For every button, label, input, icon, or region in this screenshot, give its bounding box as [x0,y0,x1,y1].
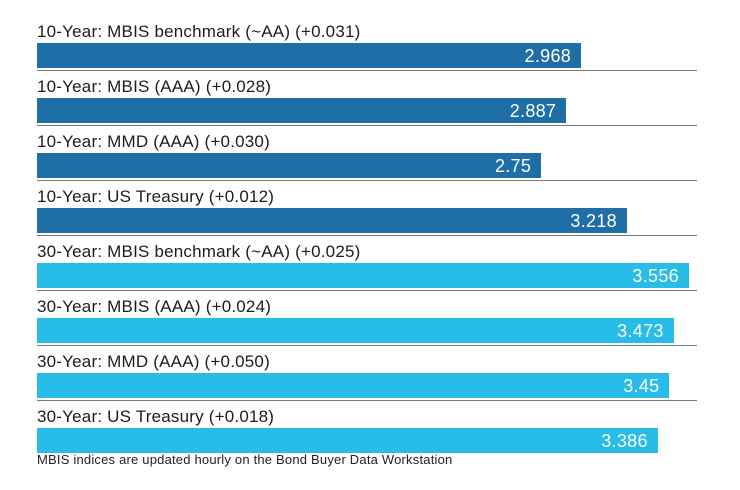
row-separator [37,125,697,126]
chart-row: 10-Year: MMD (AAA) (+0.030) 2.75 [37,132,697,181]
bar: 2.968 [37,43,582,68]
bar: 3.218 [37,208,627,233]
chart-row: 30-Year: MBIS (AAA) (+0.024) 3.473 [37,297,697,346]
bar-value-label: 2.75 [494,155,532,176]
bar-label: 10-Year: MBIS (AAA) (+0.028) [37,77,272,96]
bar-value-label: 2.968 [524,45,572,66]
bar-value-label: 2.887 [509,100,557,121]
row-separator [37,290,697,291]
bar: 3.45 [37,373,670,398]
bar-value-label: 3.556 [632,265,679,286]
bar-label: 30-Year: MMD (AAA) (+0.050) [37,352,270,371]
bar-value-label: 3.473 [617,320,664,341]
bar: 3.473 [37,318,674,343]
row-separator [37,180,697,181]
bar: 2.887 [37,98,567,123]
bar-label: 30-Year: MBIS benchmark (~AA) (+0.025) [37,242,361,261]
row-separator [37,70,697,71]
bar-value-label: 3.386 [601,430,648,451]
bar: 3.386 [37,428,658,453]
chart-row: 10-Year: US Treasury (+0.012) 3.218 [37,187,697,236]
chart-row: 10-Year: MBIS benchmark (~AA) (+0.031) 2.… [37,22,697,71]
bar-value-label: 3.218 [570,210,617,231]
row-separator [37,400,697,401]
bar-label: 10-Year: MBIS benchmark (~AA) (+0.031) [37,22,361,41]
row-separator [37,345,697,346]
bar-label: 10-Year: US Treasury (+0.012) [37,187,275,206]
bar-label: 30-Year: US Treasury (+0.018) [37,407,275,426]
row-separator [37,235,697,236]
bar-chart: 10-Year: MBIS benchmark (~AA) (+0.031) 2.… [37,22,697,453]
bar-label: 30-Year: MBIS (AAA) (+0.024) [37,297,272,316]
chart-row: 30-Year: MMD (AAA) (+0.050) 3.45 [37,352,697,401]
chart-row: 30-Year: MBIS benchmark (~AA) (+0.025) 3.… [37,242,697,291]
bar-label: 10-Year: MMD (AAA) (+0.030) [37,132,270,151]
chart-row: 30-Year: US Treasury (+0.018) 3.386 [37,407,697,453]
bar-value-label: 3.45 [623,375,660,396]
bar: 3.556 [37,263,689,288]
bar: 2.75 [37,153,542,178]
chart-row: 10-Year: MBIS (AAA) (+0.028) 2.887 [37,77,697,126]
chart-footnote: MBIS indices are updated hourly on the B… [37,452,453,467]
